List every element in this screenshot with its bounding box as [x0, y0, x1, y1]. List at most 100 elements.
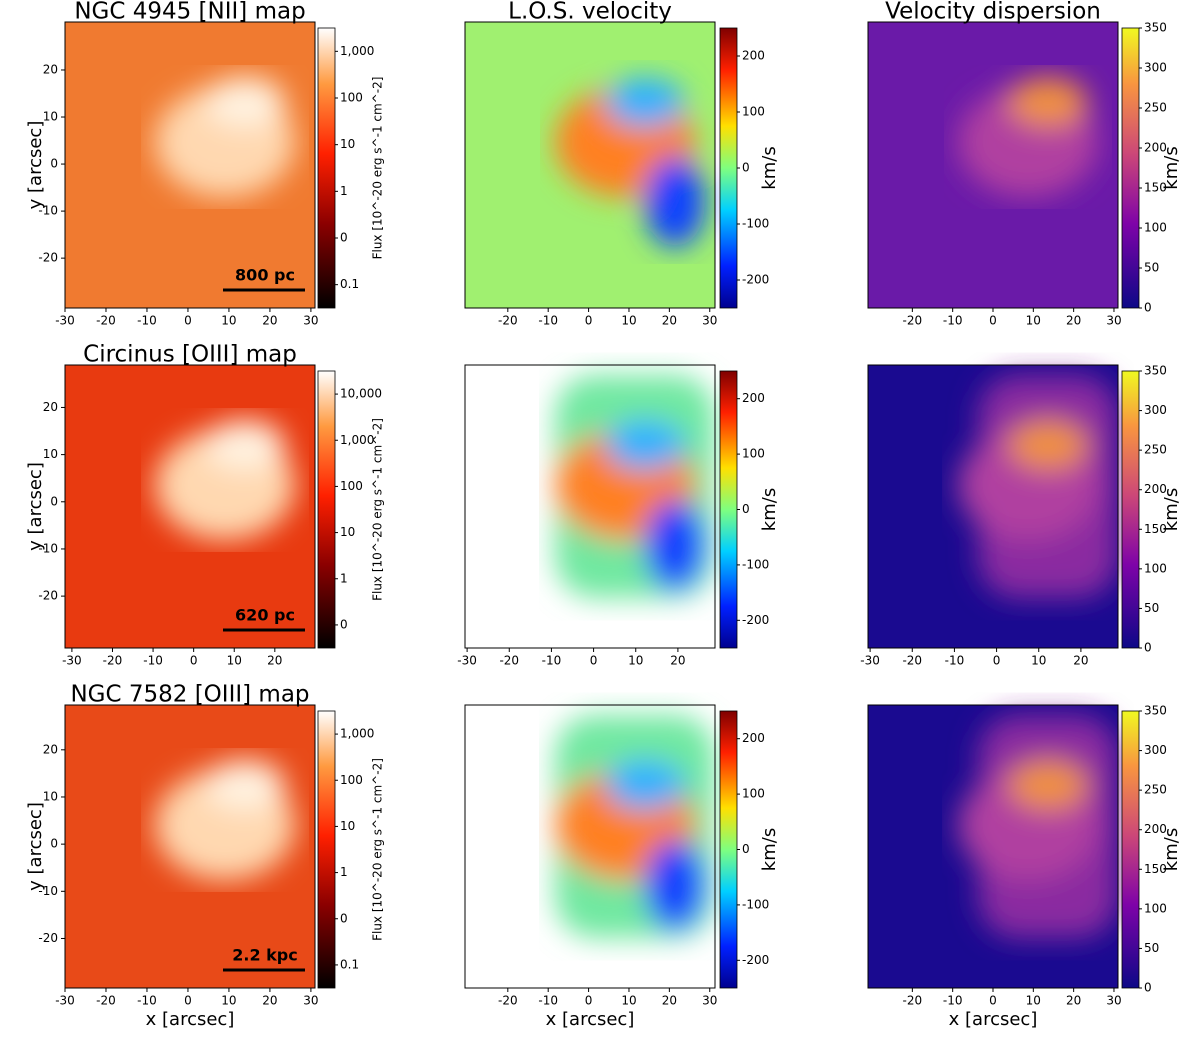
colorbar-tick-label: 1,000 [340, 44, 374, 58]
x-tick-label: 20 [662, 994, 677, 1008]
y-tick-label: 0 [50, 157, 58, 171]
colorbar-tick-label: 150 [1144, 862, 1167, 876]
colorbar-tick-label: 350 [1144, 704, 1167, 718]
y-tick-label: -10 [38, 541, 58, 555]
colorbar-tick-label: 300 [1144, 403, 1167, 417]
colorbar-tick-label: 100 [1144, 221, 1167, 235]
y-tick-label: 10 [43, 789, 58, 803]
colorbar [719, 710, 738, 989]
colorbar [317, 370, 336, 649]
colorbar-tick-label: 0.1 [340, 957, 359, 971]
map-frame [464, 704, 716, 989]
map-feature [1008, 77, 1088, 127]
colorbar-tick-label: 150 [1144, 522, 1167, 536]
y-tick-label: 0 [50, 494, 58, 508]
colorbar [719, 370, 738, 649]
x-tick-label: -20 [103, 654, 123, 668]
x-tick-label: 20 [662, 314, 677, 328]
colorbar-label: km/s [759, 146, 780, 189]
panel-title: NGC 4945 [NII] map [74, 0, 305, 25]
y-tick-label: -10 [38, 884, 58, 898]
x-tick-label: -10 [542, 654, 562, 668]
colorbar-tick-label: 1 [340, 184, 348, 198]
colorbar-tick-label: 0 [1144, 981, 1152, 995]
y-tick-label: -20 [38, 931, 58, 945]
colorbar-tick-label: 100 [340, 91, 363, 105]
x-tick-label: 10 [628, 654, 643, 668]
colorbar-label: Flux [10^-20 erg s^-1 cm^-2] [371, 77, 385, 260]
map-feature [1008, 420, 1088, 470]
colorbar-tick-label: 200 [742, 731, 765, 745]
y-axis-label: y [arcsec] [25, 802, 46, 891]
colorbar-tick-label: 50 [1144, 601, 1159, 615]
colorbar-tick-label: 10,000 [340, 387, 382, 401]
colorbar-tick-label: -200 [742, 273, 769, 287]
colorbar-tick-label: -100 [742, 217, 769, 231]
x-tick-label: 0 [190, 654, 198, 668]
map-frame [64, 364, 316, 649]
map-frame [64, 704, 316, 989]
x-tick-label: 10 [621, 314, 636, 328]
colorbar-tick-label: 200 [1144, 141, 1167, 155]
x-tick-label: -30 [860, 654, 880, 668]
x-tick-label: 20 [670, 654, 685, 668]
colorbar-tick-label: 1 [340, 865, 348, 879]
colorbar-tick-label: 1,000 [340, 433, 374, 447]
map-structure [155, 77, 295, 197]
colorbar-tick-label: 100 [340, 479, 363, 493]
map-feature [605, 420, 685, 470]
x-tick-label: -10 [137, 314, 157, 328]
colorbar [317, 710, 336, 989]
x-tick-label: 0 [585, 314, 593, 328]
map-feature [605, 77, 685, 127]
panel: -20 -10 0 10 20 30x [arcsec]05010015020025030… [867, 704, 1182, 1030]
colorbar-tick-label: 0 [742, 502, 750, 516]
colorbar-label: km/s [759, 488, 780, 531]
x-tick-label: 0 [989, 314, 997, 328]
map-feature [645, 500, 705, 590]
x-tick-label: -10 [538, 994, 558, 1008]
map-structure [958, 375, 1118, 598]
colorbar-tick-label: 50 [1144, 261, 1159, 275]
colorbar-tick-label: 100 [742, 447, 765, 461]
map-frame [464, 364, 716, 649]
map-structure [555, 715, 715, 938]
x-tick-label: 30 [303, 314, 318, 328]
panel-title: L.O.S. velocity [508, 0, 672, 25]
scale-bar-label: 2.2 kpc [232, 946, 298, 965]
colorbar-tick-label: 0.1 [340, 277, 359, 291]
x-tick-label: -30 [457, 654, 477, 668]
x-tick-label: -20 [96, 314, 116, 328]
x-tick-label: 10 [621, 994, 636, 1008]
x-tick-label: 0 [585, 994, 593, 1008]
y-tick-label: 20 [43, 62, 58, 76]
y-tick-label: 10 [43, 110, 58, 124]
x-tick-label: 0 [184, 314, 192, 328]
panel: Velocity dispersion-20 -10 0 10 20 3005010015… [867, 0, 1182, 328]
map-feature [645, 157, 705, 247]
colorbar-tick-label: 200 [742, 49, 765, 63]
map-structure [958, 77, 1098, 197]
x-tick-label: 20 [1073, 654, 1088, 668]
map-feature [605, 760, 685, 810]
map-structure [155, 760, 295, 880]
x-tick-label: 0 [989, 994, 997, 1008]
colorbar-tick-label: 10 [340, 137, 355, 151]
colorbar-tick-label: 50 [1144, 941, 1159, 955]
x-tick-label: -10 [538, 314, 558, 328]
colorbar-tick-label: 1 [340, 571, 348, 585]
colorbar [317, 27, 336, 309]
x-tick-label: 30 [702, 994, 717, 1008]
panel-title: Velocity dispersion [885, 0, 1101, 25]
colorbar-label: km/s [1161, 146, 1182, 189]
panel: L.O.S. velocity-20 -10 0 10 20 30-200-1000100… [464, 0, 780, 328]
colorbar-tick-label: 300 [1144, 61, 1167, 75]
x-tick-label: 10 [221, 994, 236, 1008]
x-tick-label: -10 [137, 994, 157, 1008]
x-tick-label: -30 [55, 994, 75, 1008]
colorbar-tick-label: 350 [1144, 364, 1167, 378]
colorbar-tick-label: 200 [742, 391, 765, 405]
panel: -20 -10 0 10 20 30x [arcsec]-200-1000100200km… [464, 704, 780, 1030]
